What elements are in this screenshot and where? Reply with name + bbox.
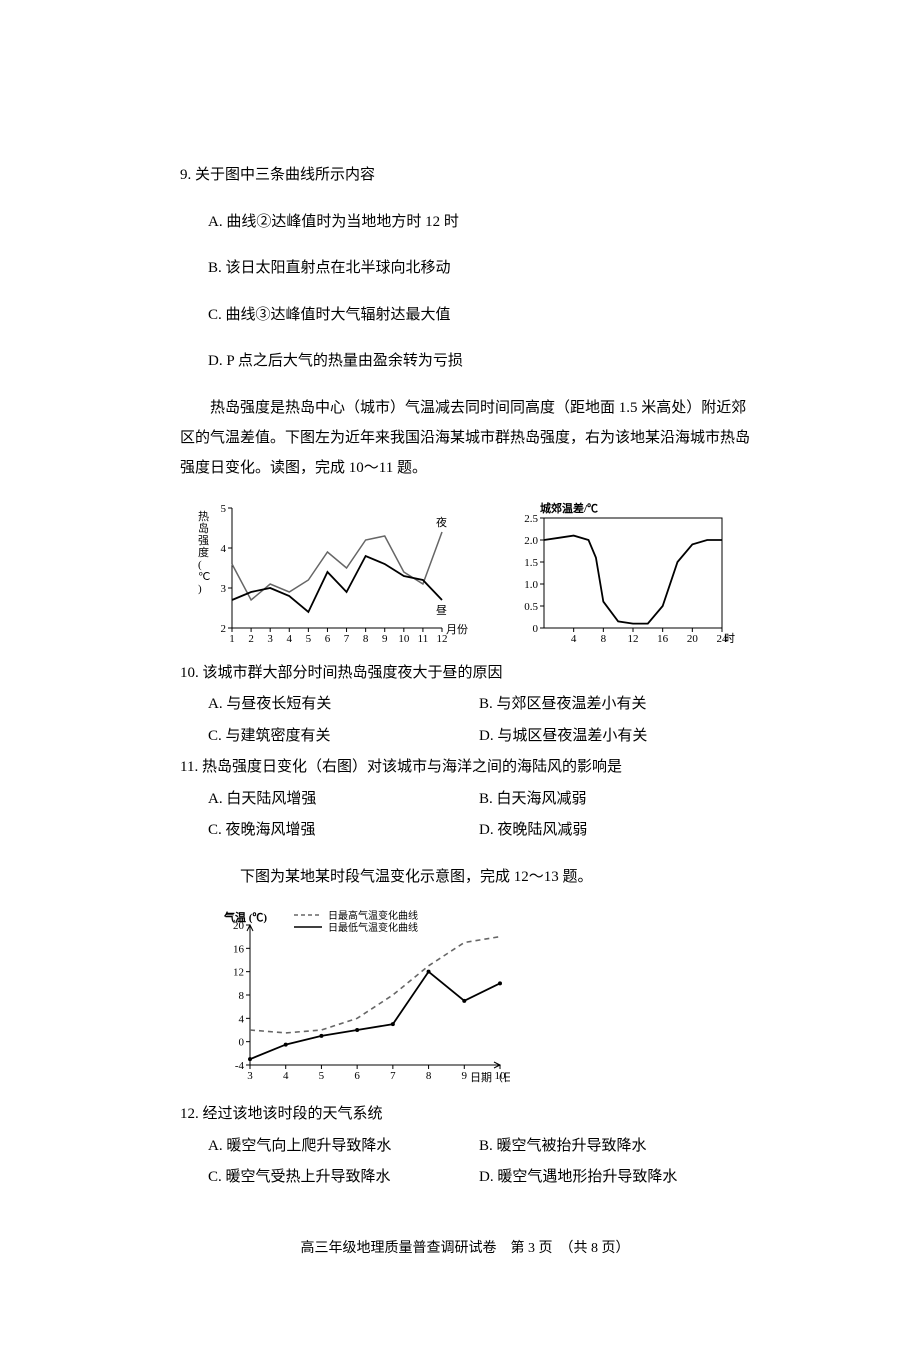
- svg-text:5: 5: [221, 503, 227, 515]
- svg-text:1.5: 1.5: [524, 557, 538, 569]
- svg-text:8: 8: [426, 1070, 432, 1082]
- svg-text:℃: ℃: [198, 571, 210, 583]
- svg-text:1: 1: [229, 633, 235, 645]
- passage-heatisland: 热岛强度是热岛中心（城市）气温减去同时间同高度（距地面 1.5 米高处）附近郊区…: [180, 393, 750, 483]
- page-footer: 高三年级地理质量普查调研试卷 第 3 页 （共 8 页）: [180, 1234, 750, 1263]
- svg-text:热: 热: [198, 510, 209, 523]
- svg-text:日最低气温变化曲线: 日最低气温变化曲线: [328, 921, 418, 934]
- svg-text:10: 10: [398, 633, 410, 645]
- exam-page: 9. 关于图中三条曲线所示内容 A. 曲线②达峰值时为当地地方时 12 时 B.…: [0, 0, 920, 1363]
- svg-text:16: 16: [233, 943, 245, 955]
- svg-text:5: 5: [306, 633, 312, 645]
- svg-text:(: (: [198, 559, 202, 571]
- q10-opt-C: C. 与建筑密度有关: [208, 721, 479, 753]
- chart-temperature: 气温 (℃) 日最高气温变化曲线日最低气温变化曲线 -4 0 4 8 12 16 20 3 4 5 6 7…: [210, 907, 510, 1087]
- svg-text:-4: -4: [235, 1060, 245, 1072]
- q9-opt-B: B. 该日太阳直射点在北半球向北移动: [180, 253, 750, 285]
- svg-text:强: 强: [198, 535, 209, 547]
- svg-text:4: 4: [571, 633, 577, 645]
- q12-opt-B: B. 暖空气被抬升导致降水: [479, 1131, 750, 1163]
- svg-text:20: 20: [687, 633, 699, 645]
- q9-opt-A: A. 曲线②达峰值时为当地地方时 12 时: [180, 207, 750, 239]
- svg-text:气温 (℃): 气温 (℃): [223, 910, 267, 924]
- q9-stem: 9. 关于图中三条曲线所示内容: [180, 160, 750, 192]
- svg-text:4: 4: [283, 1070, 289, 1082]
- chart-heatisland-monthly: 热岛强度(℃)2345123456789101112月份夜昼: [190, 498, 470, 648]
- svg-text:7: 7: [390, 1070, 396, 1082]
- svg-text:时: 时: [724, 632, 735, 645]
- svg-text:度: 度: [198, 545, 209, 559]
- q11-opt-D: D. 夜晚陆风减弱: [479, 815, 750, 847]
- svg-text:0: 0: [239, 1036, 245, 1048]
- svg-text:2: 2: [221, 623, 227, 635]
- svg-text:4: 4: [221, 543, 227, 555]
- q9-opt-D: D. P 点之后大气的热量由盈余转为亏损: [180, 346, 750, 378]
- q11-stem: 11. 热岛强度日变化（右图）对该城市与海洋之间的海陆风的影响是: [180, 752, 750, 784]
- svg-text:20: 20: [233, 920, 245, 932]
- q10-opt-D: D. 与城区昼夜温差小有关: [479, 721, 750, 753]
- svg-text:3: 3: [221, 583, 227, 595]
- svg-text:城郊温差/℃: 城郊温差/℃: [540, 501, 598, 515]
- svg-text:0.5: 0.5: [524, 601, 538, 613]
- q12-opt-C: C. 暖空气受热上升导致降水: [208, 1162, 479, 1194]
- svg-text:月份: 月份: [446, 623, 468, 636]
- q12-stem: 12. 经过该地该时段的天气系统: [180, 1099, 750, 1131]
- q10-opt-B: B. 与郊区昼夜温差小有关: [479, 689, 750, 721]
- svg-text:12: 12: [233, 966, 244, 978]
- heatisland-charts: 热岛强度(℃)2345123456789101112月份夜昼 城郊温差/℃00.…: [180, 498, 750, 648]
- svg-text:9: 9: [382, 633, 388, 645]
- svg-text:4: 4: [287, 633, 293, 645]
- svg-text:2: 2: [248, 633, 254, 645]
- q10-opt-A: A. 与昼夜长短有关: [208, 689, 479, 721]
- svg-text:9: 9: [462, 1070, 468, 1082]
- svg-text:16: 16: [657, 633, 669, 645]
- chart-heatisland-daily: 城郊温差/℃00.51.01.52.02.54812162024时: [510, 498, 740, 648]
- q9-opt-C: C. 曲线③达峰值时大气辐射达最大值: [180, 300, 750, 332]
- svg-text:2.5: 2.5: [524, 513, 538, 525]
- q10-stem: 10. 该城市群大部分时间热岛强度夜大于昼的原因: [180, 658, 750, 690]
- svg-text:5: 5: [319, 1070, 325, 1082]
- svg-text:3: 3: [247, 1070, 253, 1082]
- svg-text:夜: 夜: [436, 515, 447, 529]
- svg-text:日期（日）: 日期（日）: [470, 1071, 510, 1084]
- svg-text:12: 12: [628, 633, 639, 645]
- svg-text:1.0: 1.0: [524, 579, 538, 591]
- svg-text:日最高气温变化曲线: 日最高气温变化曲线: [328, 909, 418, 922]
- svg-text:2.0: 2.0: [524, 535, 538, 547]
- svg-text:8: 8: [239, 990, 245, 1002]
- svg-text:4: 4: [239, 1013, 245, 1025]
- svg-text:7: 7: [344, 633, 350, 645]
- q11-opt-B: B. 白天海风减弱: [479, 784, 750, 816]
- svg-text:): ): [198, 583, 202, 595]
- svg-text:6: 6: [354, 1070, 360, 1082]
- svg-text:8: 8: [363, 633, 369, 645]
- q12-opt-A: A. 暖空气向上爬升导致降水: [208, 1131, 479, 1163]
- svg-text:8: 8: [601, 633, 607, 645]
- svg-text:0: 0: [533, 623, 539, 635]
- svg-text:11: 11: [418, 633, 429, 645]
- passage-temp: 下图为某地某时段气温变化示意图，完成 12～13 题。: [180, 862, 750, 892]
- q12-opt-D: D. 暖空气遇地形抬升导致降水: [479, 1162, 750, 1194]
- svg-text:6: 6: [325, 633, 331, 645]
- svg-text:3: 3: [267, 633, 273, 645]
- svg-text:昼: 昼: [436, 604, 447, 617]
- q11-opt-C: C. 夜晚海风增强: [208, 815, 479, 847]
- q11-opt-A: A. 白天陆风增强: [208, 784, 479, 816]
- svg-text:岛: 岛: [198, 521, 209, 535]
